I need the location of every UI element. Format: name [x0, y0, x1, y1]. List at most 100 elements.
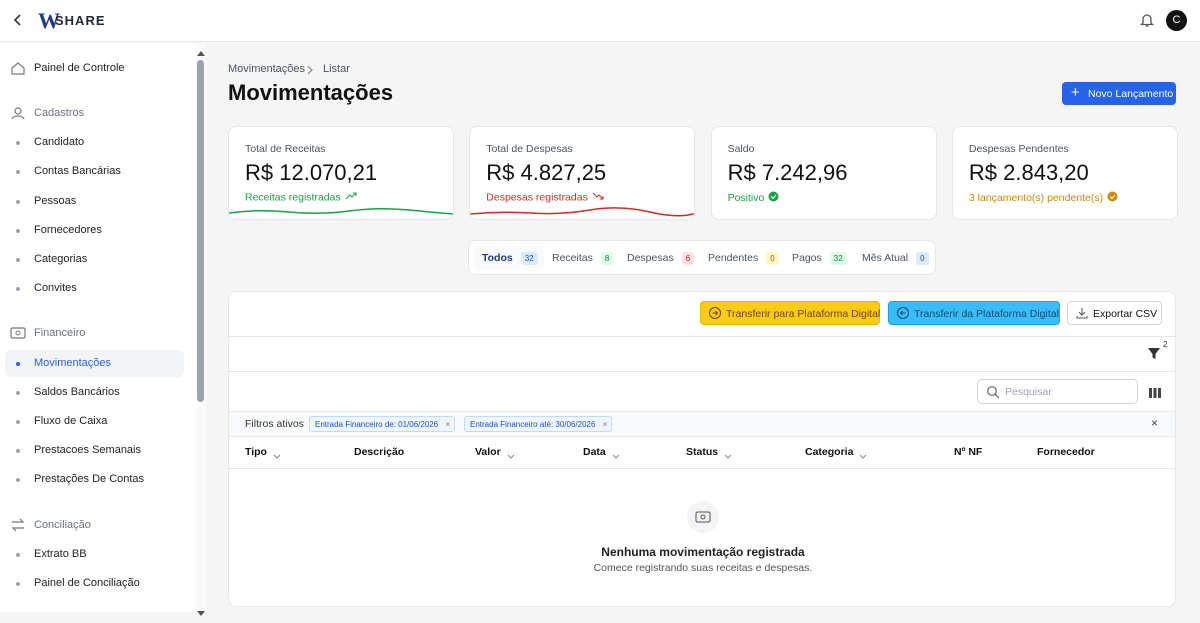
scroll-up-svg — [197, 51, 205, 56]
filter-chip[interactable]: Entrada Financeiro até: 30/06/2026 × — [464, 416, 613, 432]
column-header[interactable]: Valor — [475, 446, 501, 458]
scroll-up — [196, 44, 206, 62]
card-label: Total de Receitas — [245, 143, 326, 155]
nav-item[interactable]: Contas Bancárias — [34, 165, 121, 178]
back-button[interactable] — [10, 12, 26, 33]
tab-label: Pagos — [792, 252, 822, 264]
sort-icon-svg — [273, 454, 281, 459]
empty-icon — [687, 501, 719, 538]
empty-title: Nenhuma movimentação registrada — [601, 545, 805, 559]
action-icon — [708, 306, 722, 323]
column-header[interactable]: Data — [583, 446, 606, 458]
tab[interactable]: Pagos 32 — [783, 246, 853, 270]
nav-item[interactable]: Prestacoes Semanais — [34, 444, 141, 457]
action-label: Transferir para Plataforma Digital — [726, 308, 881, 320]
nav-item[interactable]: Prestações De Contas — [34, 473, 145, 486]
nav-group-icon-svg — [11, 107, 25, 120]
divider — [229, 468, 1175, 469]
nav-item[interactable]: Pessoas — [34, 194, 77, 207]
empty-subtitle: Comece registrando suas receitas e despe… — [593, 562, 813, 574]
nav-bullet — [16, 287, 20, 292]
nav-group-icon — [10, 105, 26, 126]
nav-bullet — [16, 582, 20, 586]
tab-label: Mês Atual — [862, 252, 909, 264]
nav-group-title: Conciliação — [34, 518, 91, 531]
nav-bullet — [16, 361, 20, 366]
tabs: Todos 32 Receitas 8 Despesas 6 Pendentes 0 Pagos… — [468, 240, 936, 275]
breadcrumb[interactable]: Movimentações — [228, 63, 306, 75]
nav-item[interactable]: Candidato — [34, 136, 85, 149]
nav-group-icon-svg — [10, 327, 26, 339]
nav-item[interactable]: Categorias — [34, 253, 88, 265]
card-note: Positivo — [728, 191, 780, 205]
bell[interactable] — [1139, 12, 1155, 33]
scroll-down-svg — [197, 611, 205, 616]
clear-filters[interactable]: × — [1151, 416, 1159, 430]
filter-count: 2 — [1163, 340, 1168, 349]
search-input[interactable]: Pesquisar — [977, 379, 1138, 404]
tab[interactable]: Pendentes 0 — [699, 246, 785, 270]
summary-card: Total de Despesas R$ 4.827,25 Despesas reg… — [469, 126, 696, 220]
chip-remove: × — [602, 420, 608, 429]
logo-mark: W — [38, 8, 60, 33]
tab-label: Despesas — [627, 252, 674, 264]
nav-bullet — [16, 228, 20, 233]
nav-item[interactable]: Painel de Conciliação — [34, 577, 140, 589]
column-header[interactable]: Tipo — [245, 446, 267, 458]
sort-icon-svg — [859, 454, 867, 459]
nav-item[interactable]: Fluxo de Caixa — [34, 415, 108, 427]
search-icon-svg — [987, 386, 1000, 399]
tab[interactable]: Despesas 6 — [618, 246, 700, 270]
filter-chip[interactable]: Entrada Financeiro de: 01/06/2026 × — [309, 416, 456, 432]
nav-bullet — [16, 258, 20, 262]
card-note-icon — [345, 191, 357, 204]
card-note-icon — [1107, 191, 1118, 205]
action-icon-svg — [709, 307, 721, 319]
nav-bullet — [16, 390, 20, 395]
tab[interactable]: Mês Atual 0 — [853, 246, 935, 270]
nav-bullet — [16, 449, 20, 454]
card-value: R$ 7.242,96 — [727, 160, 848, 185]
filter-button[interactable] — [1147, 346, 1161, 365]
nav-item[interactable]: Saldos Bancários — [34, 385, 120, 398]
nav-group-icon — [10, 325, 26, 346]
tab[interactable]: Todos 32 — [473, 246, 544, 270]
nav-group-title: Cadastros — [34, 107, 85, 119]
action-icon — [1075, 306, 1089, 323]
sparkline — [470, 205, 695, 219]
nav-group-icon-svg — [11, 518, 25, 532]
nav-item[interactable]: Movimentações — [34, 356, 112, 369]
empty-icon-svg — [687, 501, 719, 533]
avatar[interactable]: C — [1166, 10, 1187, 31]
filter-button-svg — [1148, 348, 1160, 359]
tab-count: 32 — [829, 251, 847, 265]
sort-icon-svg — [724, 454, 732, 459]
nav-item[interactable]: Extrato BB — [34, 547, 87, 560]
action-label: Transferir da Plataforma Digital — [914, 308, 1059, 320]
card-note: Receitas registradas — [245, 191, 357, 204]
action-button[interactable]: Transferir da Plataforma Digital — [888, 301, 1060, 325]
new-button[interactable]: + Novo Lançamento — [1062, 82, 1176, 105]
tab-count: 6 — [681, 251, 695, 265]
columns-button[interactable] — [1148, 386, 1162, 404]
nav-item[interactable]: Painel de Controle — [34, 62, 125, 74]
breadcrumb-sep-svg — [307, 65, 313, 75]
card-value: R$ 4.827,25 — [486, 160, 607, 185]
column-header[interactable]: Categoria — [805, 446, 854, 458]
nav-bullet — [16, 199, 20, 204]
plus: + — [1071, 84, 1080, 101]
nav-item[interactable]: Fornecedores — [34, 223, 102, 236]
nav-item[interactable]: Convites — [34, 282, 77, 295]
action-button[interactable]: Exportar CSV — [1067, 301, 1162, 325]
tab-count: 32 — [520, 251, 538, 265]
sort-icon — [272, 449, 282, 467]
sort-icon — [611, 449, 621, 467]
action-icon-svg — [897, 307, 909, 319]
tab[interactable]: Receitas 8 — [543, 246, 619, 270]
column-header[interactable]: Status — [686, 446, 719, 458]
card-note-icon — [768, 191, 779, 205]
logo-text: SHARE — [55, 13, 106, 28]
action-button[interactable]: Transferir para Plataforma Digital — [700, 301, 880, 325]
